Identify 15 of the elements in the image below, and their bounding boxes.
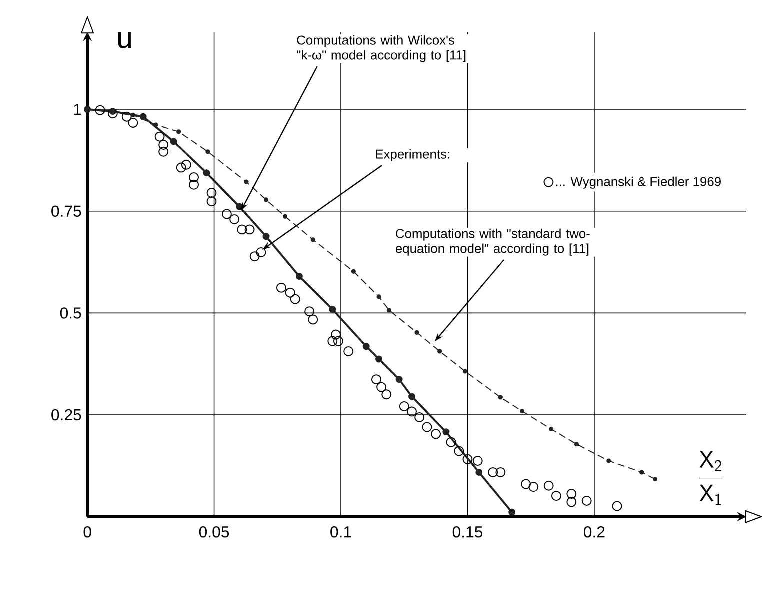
x-tick-label: 0.15 (452, 526, 483, 538)
y-axis-title: u (118, 32, 132, 48)
annotation: Experiments: (376, 149, 450, 162)
y-tick-label: 0.75 (52, 206, 82, 217)
y-tick-label: 1 (74, 104, 82, 115)
x-tick-label: 0.2 (584, 526, 605, 538)
y-tick-label: 0.25 (52, 409, 82, 421)
x-tick-label: 0.1 (330, 526, 352, 538)
annotation: Computations with Wilcox's "k-ω" model according to [11] (297, 35, 466, 62)
y-tick-label: 0.5 (60, 308, 82, 319)
x-tick-label: 0 (84, 526, 92, 538)
x-tick-label: 0.05 (199, 526, 230, 538)
annotation: Computations with "standard two-equation model" according to [11] (396, 228, 590, 256)
legend-label: ... Wygnanski & Fiedler 1969 (556, 176, 721, 189)
x-axis-title: $\frac{\mathsf{X}_{\mathsf{2}}}{\mathsf{X}_{\mathsf{1}}}$ (699, 451, 723, 506)
